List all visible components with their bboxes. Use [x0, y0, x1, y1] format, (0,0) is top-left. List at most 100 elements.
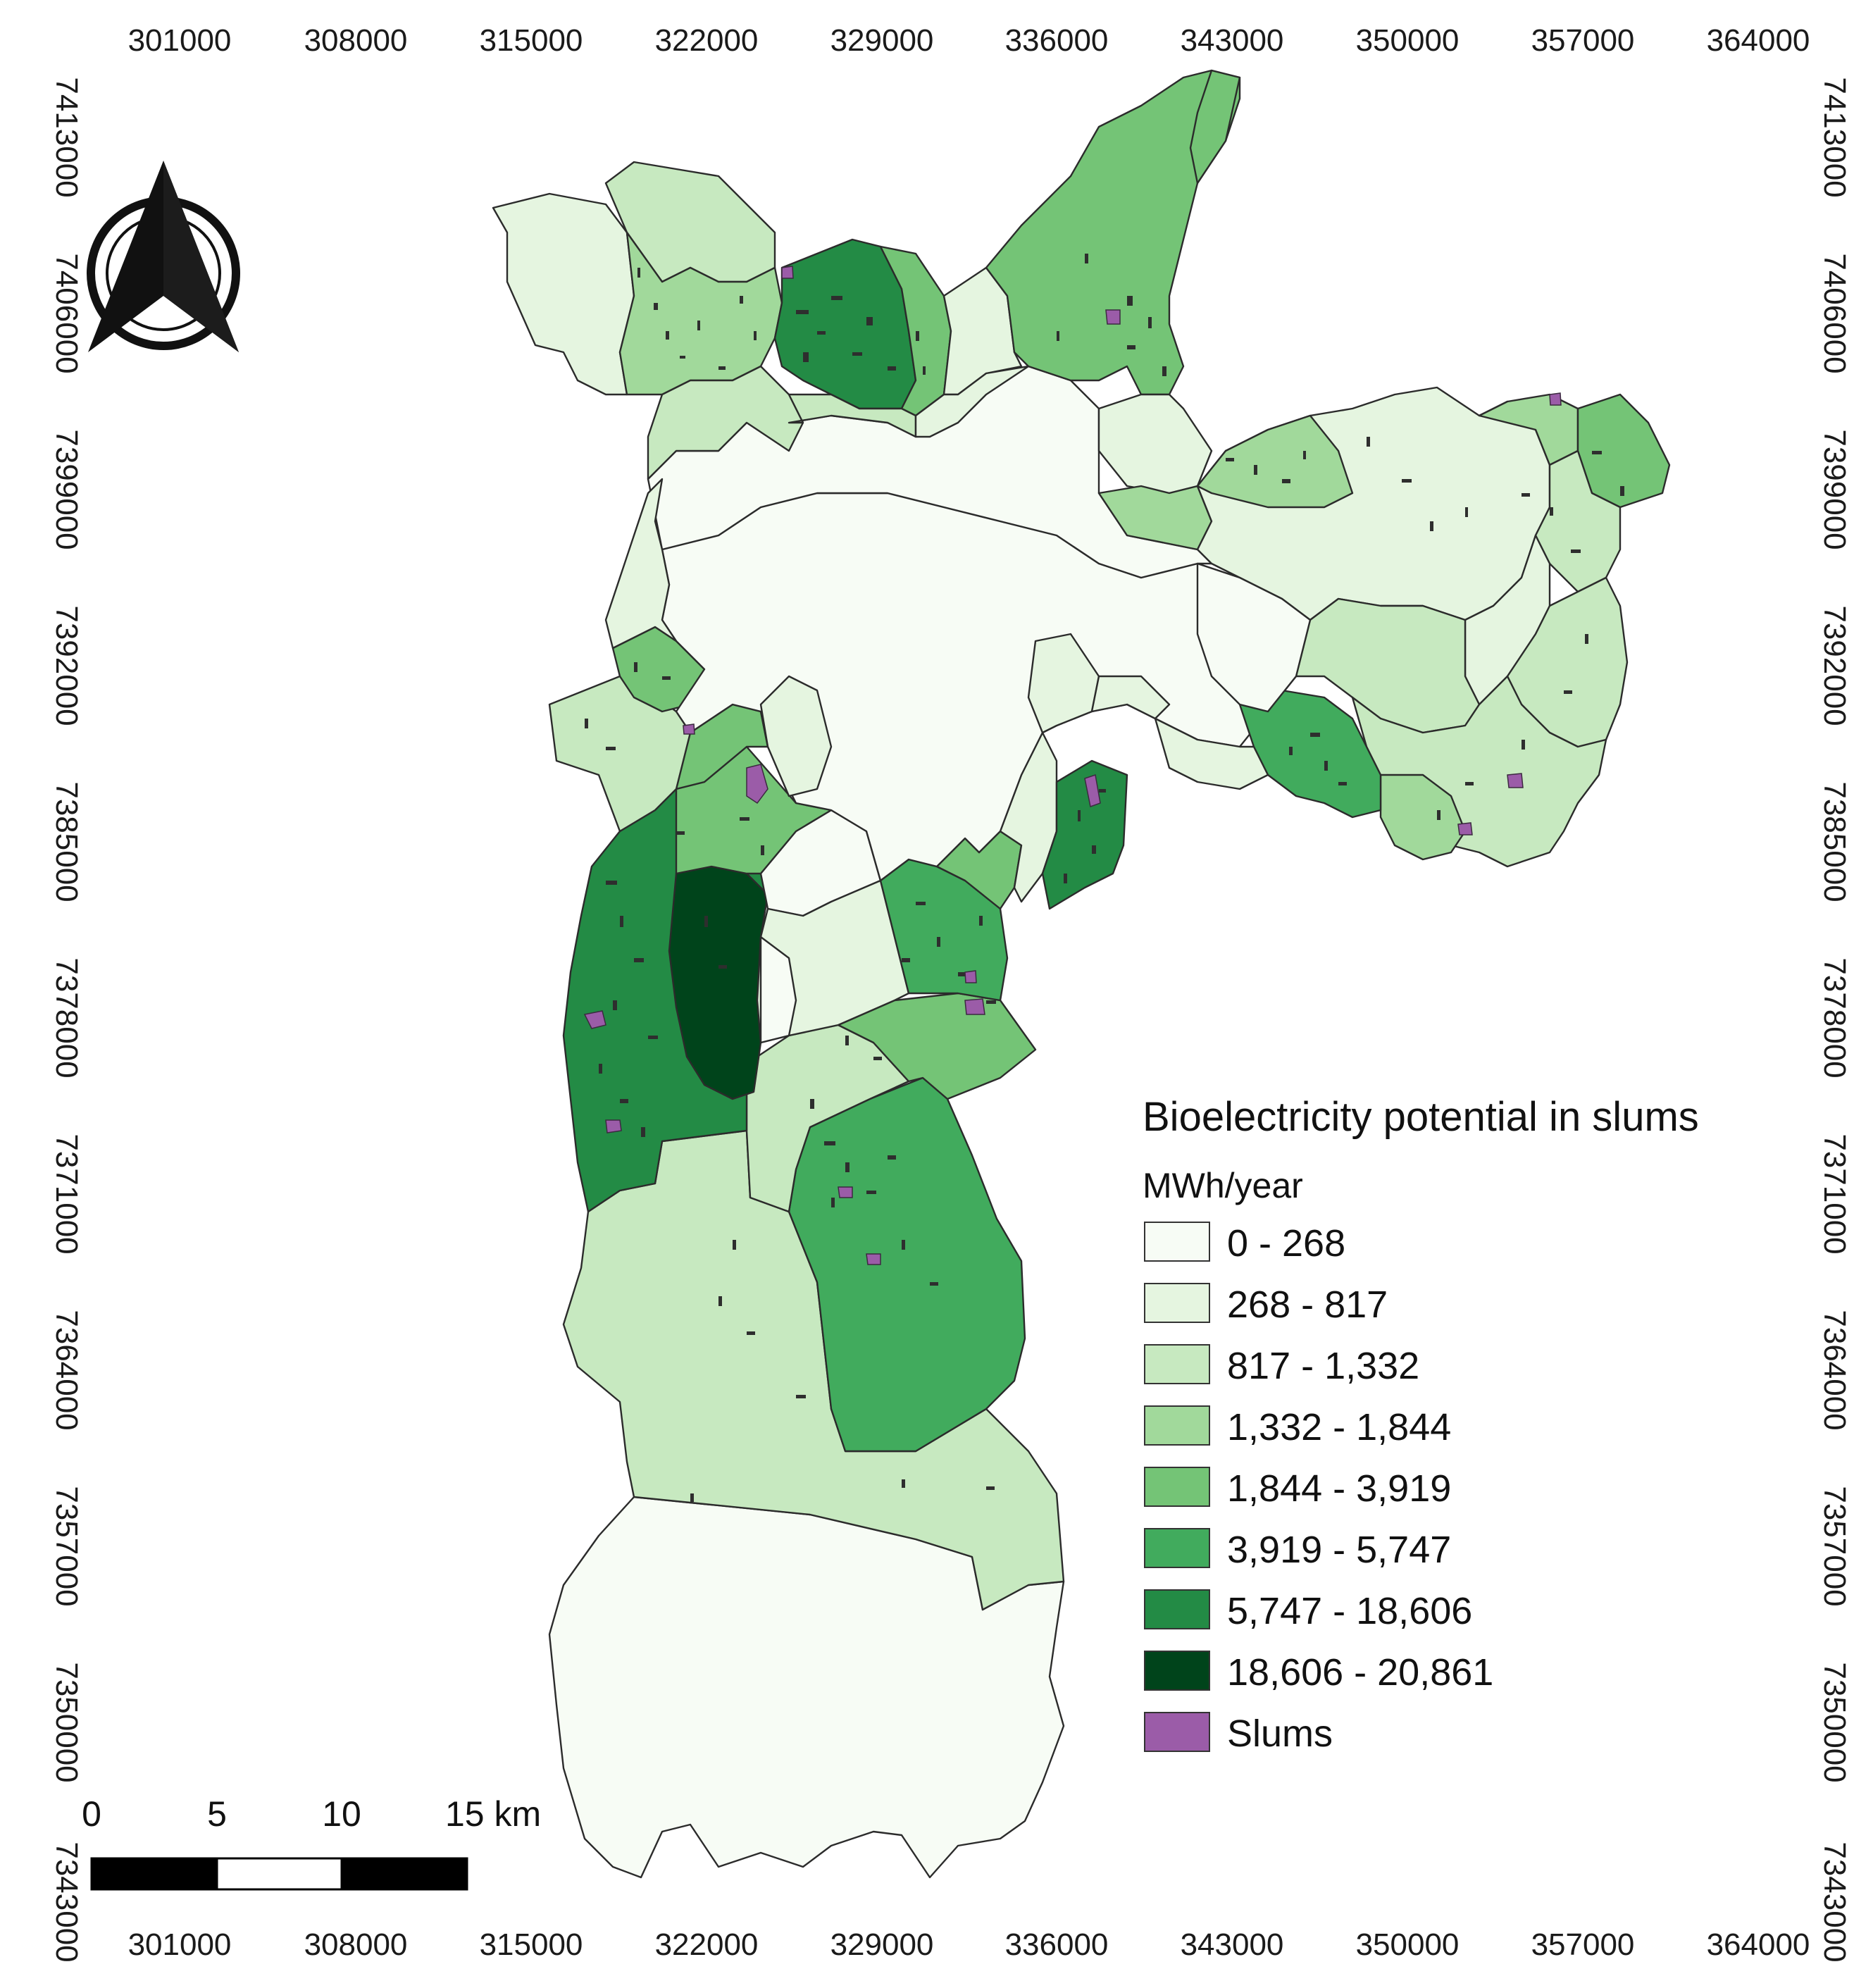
legend-label: 5,747 - 18,606 — [1227, 1590, 1472, 1632]
scale-segment — [90, 1857, 218, 1891]
x-tick-top: 343000 — [1181, 23, 1284, 58]
district-polygon — [604, 478, 678, 650]
district-polygon — [1041, 759, 1128, 910]
x-tick-top: 322000 — [655, 23, 759, 58]
legend-label: 1,844 - 3,919 — [1227, 1467, 1451, 1510]
x-tick-bottom: 308000 — [304, 1927, 408, 1962]
legend-swatch — [1144, 1528, 1210, 1568]
x-tick-bottom: 364000 — [1707, 1927, 1810, 1962]
district-polygon — [837, 992, 1037, 1100]
district-polygon — [1027, 633, 1100, 734]
x-tick-bottom: 357000 — [1531, 1927, 1635, 1962]
north-arrow-icon — [87, 161, 240, 352]
y-tick-right: 7357000 — [1817, 1486, 1852, 1606]
slum-highlights — [583, 266, 1562, 1265]
legend-swatch — [1144, 1222, 1210, 1262]
y-tick-left: 7371000 — [49, 1133, 84, 1254]
y-tick-right: 7378000 — [1817, 957, 1852, 1078]
legend-item: 1,332 - 1,844 — [1144, 1405, 1451, 1448]
district-polygon — [668, 865, 769, 1100]
legend-swatch — [1144, 1651, 1210, 1691]
x-tick-bottom: 315000 — [480, 1927, 583, 1962]
scale-label: 0 — [82, 1794, 101, 1834]
legend-label: 817 - 1,332 — [1227, 1345, 1419, 1387]
x-axis-top: 301000 308000 315000 322000 329000 33600… — [128, 23, 1810, 58]
legend-item: 0 - 268 — [1144, 1222, 1345, 1265]
x-tick-top: 308000 — [304, 23, 408, 58]
legend-item: 3,919 - 5,747 — [1144, 1528, 1451, 1571]
legend-label: 18,606 - 20,861 — [1227, 1651, 1493, 1694]
legend-swatch — [1144, 1467, 1210, 1507]
x-tick-top: 315000 — [480, 23, 583, 58]
x-tick-bottom: 322000 — [655, 1927, 759, 1962]
y-tick-left: 7385000 — [49, 781, 84, 902]
legend-label: 3,919 - 5,747 — [1227, 1529, 1451, 1571]
scale-bar: 0 5 10 15 km — [82, 1794, 541, 1891]
district-polygon — [675, 745, 833, 875]
y-tick-right: 7406000 — [1817, 253, 1852, 373]
district-polygon — [759, 936, 797, 1044]
district-polygon — [1154, 717, 1269, 790]
district-polygon — [1189, 69, 1241, 185]
y-axis-left: 7413000 7406000 7399000 7392000 7385000 … — [49, 77, 84, 1962]
y-tick-left: 7343000 — [49, 1841, 84, 1962]
scale-segment — [340, 1857, 468, 1891]
legend-item: 1,844 - 3,919 — [1144, 1467, 1451, 1510]
legend-label: 268 - 817 — [1227, 1284, 1388, 1326]
scale-label: 10 — [322, 1794, 361, 1834]
legend-swatch — [1144, 1405, 1210, 1446]
legend-label: Slums — [1227, 1713, 1333, 1755]
legend-swatch — [1144, 1283, 1210, 1323]
y-tick-left: 7357000 — [49, 1486, 84, 1606]
x-tick-bottom: 301000 — [128, 1927, 232, 1962]
y-tick-right: 7413000 — [1817, 77, 1852, 197]
legend-item: 817 - 1,332 — [1144, 1344, 1419, 1387]
y-tick-left: 7392000 — [49, 605, 84, 726]
district-polygon — [548, 675, 692, 833]
legend-item: Slums — [1144, 1712, 1333, 1755]
scale-label: 15 km — [445, 1794, 541, 1834]
district-polygon — [914, 365, 1030, 438]
legend-unit: MWh/year — [1143, 1166, 1303, 1205]
district-polygon — [1196, 414, 1354, 509]
y-tick-right: 7343000 — [1817, 1841, 1852, 1962]
x-tick-top: 357000 — [1531, 23, 1635, 58]
x-axis-bottom: 301000 308000 315000 322000 329000 33600… — [128, 1927, 1810, 1962]
district-polygon — [1097, 393, 1213, 495]
y-tick-right: 7371000 — [1817, 1133, 1852, 1254]
legend-item: 268 - 817 — [1144, 1283, 1388, 1326]
legend-swatch — [1144, 1589, 1210, 1629]
y-tick-left: 7406000 — [49, 253, 84, 373]
y-tick-left: 7413000 — [49, 77, 84, 197]
slum-marks — [585, 254, 1624, 1502]
x-tick-bottom: 329000 — [830, 1927, 934, 1962]
district-polygon — [1196, 562, 1312, 713]
x-tick-top: 336000 — [1005, 23, 1109, 58]
y-tick-right: 7350000 — [1817, 1662, 1852, 1782]
district-polygons — [492, 69, 1671, 1879]
x-tick-top: 329000 — [830, 23, 934, 58]
district-polygon — [1379, 774, 1467, 861]
y-tick-left: 7350000 — [49, 1662, 84, 1782]
y-tick-left: 7364000 — [49, 1310, 84, 1430]
district-polygon — [759, 675, 833, 797]
x-tick-bottom: 350000 — [1356, 1927, 1460, 1962]
y-tick-right: 7364000 — [1817, 1310, 1852, 1430]
y-tick-right: 7392000 — [1817, 605, 1852, 726]
scale-label: 5 — [207, 1794, 227, 1834]
legend-swatch — [1144, 1712, 1210, 1752]
x-tick-top: 364000 — [1707, 23, 1810, 58]
legend-swatch — [1144, 1344, 1210, 1384]
x-tick-bottom: 336000 — [1005, 1927, 1109, 1962]
legend-label: 1,332 - 1,844 — [1227, 1406, 1451, 1448]
legend: Bioelectricity potential in slums MWh/ye… — [1143, 1094, 1699, 1755]
x-tick-top: 301000 — [128, 23, 232, 58]
y-axis-right: 7413000 7406000 7399000 7392000 7385000 … — [1817, 77, 1852, 1962]
y-tick-left: 7399000 — [49, 429, 84, 549]
y-tick-left: 7378000 — [49, 957, 84, 1078]
y-tick-right: 7399000 — [1817, 429, 1852, 549]
legend-title: Bioelectricity potential in slums — [1143, 1094, 1699, 1140]
x-tick-bottom: 343000 — [1181, 1927, 1284, 1962]
legend-label: 0 - 268 — [1227, 1222, 1345, 1265]
